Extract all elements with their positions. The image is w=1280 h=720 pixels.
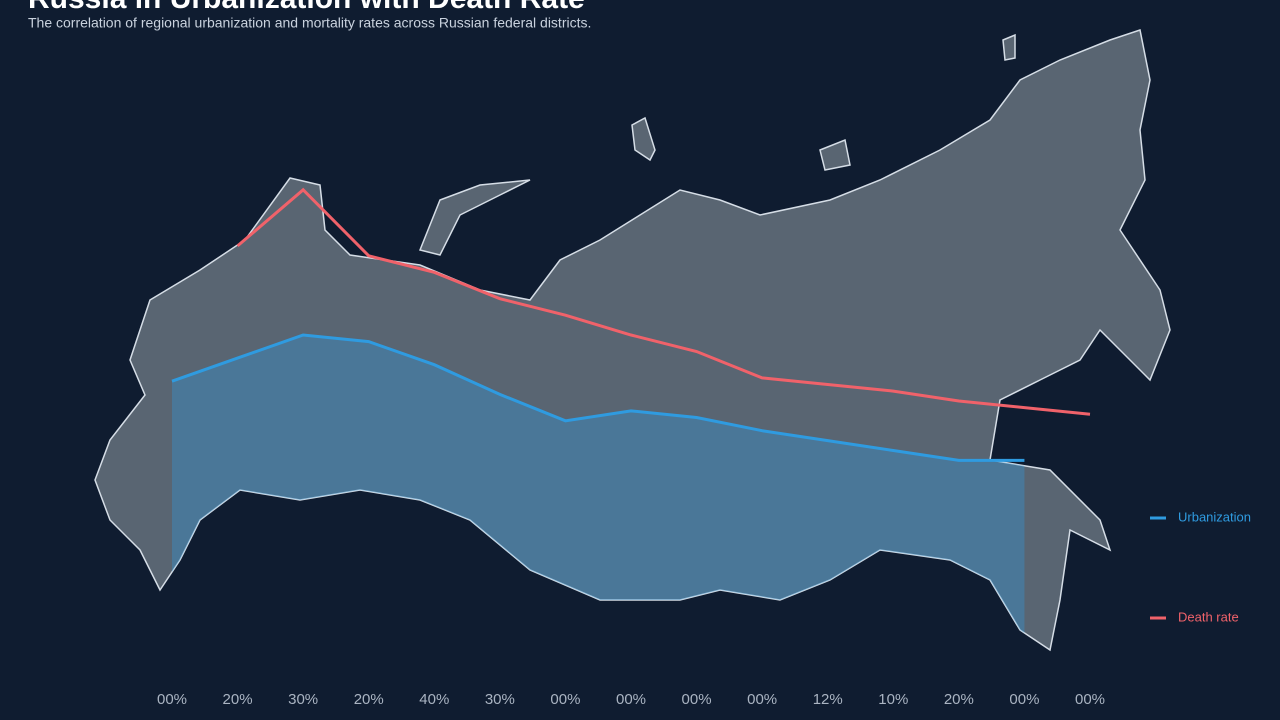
x-tick-label: 00% <box>616 691 646 708</box>
x-tick-label: 00% <box>1075 691 1105 708</box>
x-tick-label: 00% <box>747 691 777 708</box>
legend-label: Urbanization <box>1178 509 1251 524</box>
x-tick-label: 20% <box>223 691 253 708</box>
x-tick-label: 12% <box>813 691 843 708</box>
x-tick-label: 30% <box>288 691 318 708</box>
x-tick-label: 30% <box>485 691 515 708</box>
series-line <box>236 187 1091 416</box>
x-tick-label: 40% <box>419 691 449 708</box>
island <box>418 179 531 256</box>
x-tick-label: 00% <box>550 691 580 708</box>
island <box>1002 33 1016 61</box>
island <box>819 138 851 171</box>
island <box>631 116 656 162</box>
chart-subtitle: The correlation of regional urbanization… <box>28 15 591 31</box>
map-region <box>94 29 1171 652</box>
x-tick-label: 20% <box>944 691 974 708</box>
chart-title: Russia in Urbanization with Death Rate <box>28 0 585 15</box>
series-line <box>171 333 1025 462</box>
x-tick-label: 10% <box>878 691 908 708</box>
x-tick-label: 00% <box>1009 691 1039 708</box>
legend-label: Death rate <box>1178 609 1239 624</box>
x-tick-label: 00% <box>682 691 712 708</box>
x-tick-label: 20% <box>354 691 384 708</box>
x-tick-label: 00% <box>157 691 187 708</box>
